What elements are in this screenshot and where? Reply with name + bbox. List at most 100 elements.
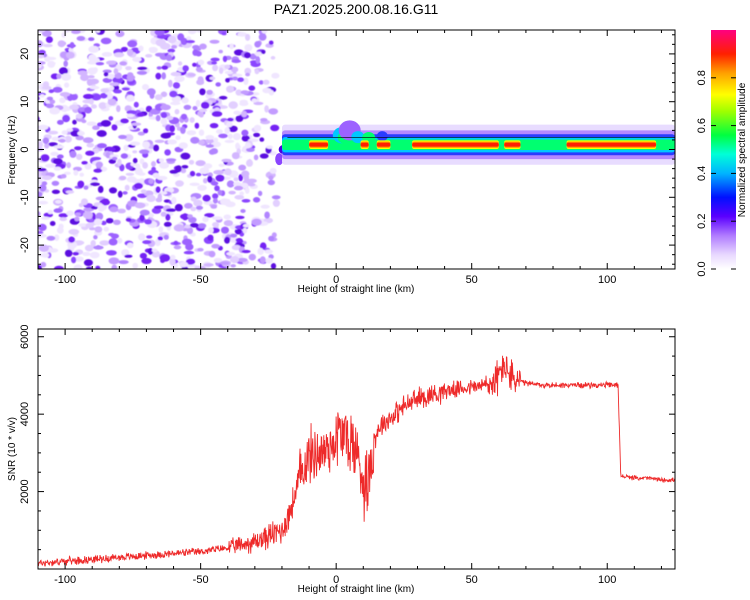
- noise-blob: [218, 133, 228, 139]
- noise-blob: [230, 264, 236, 268]
- noise-blob: [227, 133, 233, 140]
- noise-blob: [209, 39, 220, 44]
- noise-blob: [38, 191, 43, 198]
- snr-y-ticks: 2000 4000 6000: [19, 324, 675, 551]
- noise-blob: [225, 78, 231, 83]
- noise-blob: [237, 32, 247, 37]
- noise-blob: [73, 169, 79, 176]
- noise-blob: [240, 209, 246, 213]
- noise-blob: [249, 53, 257, 60]
- x-tick-label: -100: [54, 274, 76, 286]
- noise-blob: [118, 260, 129, 265]
- noise-blob: [242, 223, 250, 228]
- noise-blob: [231, 244, 242, 251]
- noise-blob: [213, 257, 223, 263]
- noise-blob: [212, 64, 219, 72]
- noise-blob: [106, 73, 116, 79]
- noise-blob: [246, 147, 255, 152]
- colorbar-tick-label: 0.4: [696, 166, 708, 181]
- noise-blob: [255, 56, 261, 64]
- noise-blob: [96, 143, 107, 149]
- noise-blob: [241, 249, 251, 254]
- noise-blob: [195, 99, 201, 107]
- noise-blob: [100, 220, 107, 226]
- noise-blob: [58, 213, 69, 218]
- noise-blob: [235, 115, 244, 122]
- noise-blob: [169, 90, 178, 98]
- colorbar-tick-label: 0.0: [696, 261, 708, 276]
- noise-blob: [148, 116, 159, 120]
- noise-blob: [253, 197, 261, 203]
- noise-blob: [137, 66, 148, 71]
- noise-blob: [43, 43, 53, 48]
- noise-blob: [38, 210, 41, 217]
- noise-blob: [195, 50, 202, 57]
- noise-blob: [181, 165, 189, 169]
- noise-blob: [271, 72, 280, 79]
- noise-blob: [130, 141, 141, 146]
- noise-blob: [238, 174, 243, 182]
- snr-line: [38, 355, 675, 567]
- noise-blob: [89, 85, 100, 90]
- noise-blob: [178, 142, 188, 149]
- noise-blob: [272, 199, 280, 207]
- noise-blob: [89, 98, 94, 105]
- noise-blob: [221, 32, 227, 36]
- snr-y-label: SNR (10 * v/v): [7, 417, 18, 481]
- noise-blob: [187, 73, 196, 77]
- noise-blob: [254, 41, 261, 48]
- noise-blob: [269, 151, 277, 156]
- snr-series: [38, 355, 675, 567]
- noise-blob: [45, 103, 55, 109]
- noise-blob: [53, 145, 65, 149]
- noise-blob: [160, 211, 167, 217]
- noise-blob: [38, 233, 47, 238]
- noise-blob: [173, 245, 182, 250]
- noise-blob: [234, 195, 245, 200]
- noise-blob: [203, 178, 208, 184]
- noise-blob: [189, 223, 199, 228]
- noise-blob: [124, 254, 133, 258]
- noise-blob: [148, 213, 155, 218]
- noise-blob: [237, 257, 248, 263]
- noise-blob: [267, 179, 275, 186]
- noise-blob: [152, 172, 160, 179]
- noise-blob: [120, 118, 129, 124]
- noise-blob: [181, 97, 189, 104]
- noise-blob: [161, 72, 166, 80]
- noise-blob: [185, 243, 194, 251]
- noise-blob: [141, 257, 152, 265]
- noise-blob: [71, 256, 77, 264]
- noise-blob: [116, 105, 121, 113]
- noise-blob: [228, 190, 236, 195]
- noise-blob: [212, 193, 219, 199]
- noise-blob: [175, 135, 181, 141]
- noise-blob: [208, 250, 216, 258]
- noise-blob: [95, 212, 104, 221]
- noise-blob: [218, 49, 223, 54]
- noise-blob: [218, 163, 225, 167]
- noise-blob: [88, 45, 100, 53]
- noise-blob: [216, 129, 223, 135]
- noise-blob: [60, 174, 67, 179]
- noise-blob: [254, 51, 263, 56]
- noise-blob: [253, 124, 262, 132]
- noise-blob: [222, 55, 228, 63]
- snr-x-label: Height of straight line (km): [298, 584, 415, 595]
- noise-blob: [41, 216, 50, 220]
- noise-blob: [268, 235, 275, 242]
- noise-blob: [199, 113, 204, 118]
- noise-blob: [145, 54, 153, 58]
- noise-blob: [167, 35, 177, 44]
- noise-blob: [197, 184, 207, 191]
- noise-blob: [49, 107, 60, 115]
- noise-blob: [229, 233, 238, 238]
- noise-blob: [42, 81, 50, 88]
- noise-blob: [66, 162, 71, 169]
- noise-blob: [48, 142, 58, 147]
- noise-blob: [159, 254, 171, 262]
- noise-blob: [123, 144, 129, 151]
- noise-blob: [155, 72, 162, 80]
- noise-blob: [195, 172, 202, 177]
- spectrogram-x-label: Height of straight line (km): [298, 284, 415, 295]
